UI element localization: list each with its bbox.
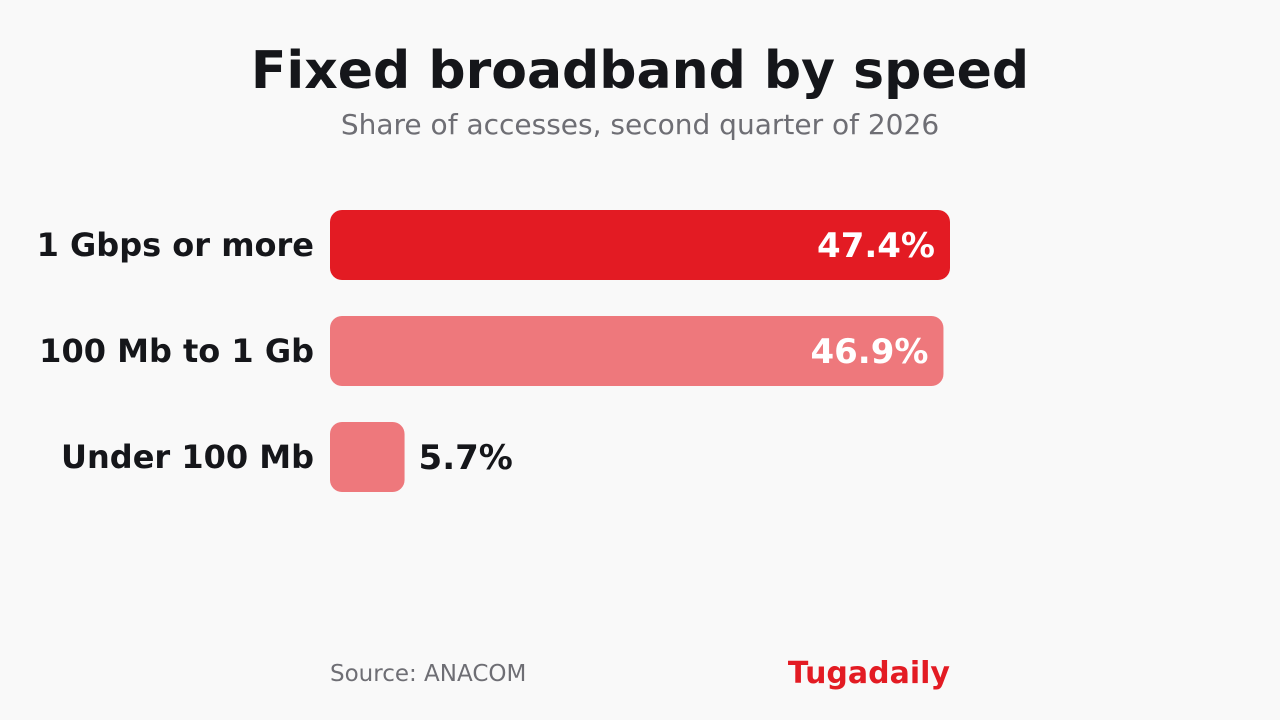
value-label-0: 47.4% (817, 226, 935, 266)
bar-2 (330, 422, 405, 492)
category-label-2: Under 100 Mb (61, 438, 314, 476)
chart-subtitle: Share of accesses, second quarter of 202… (340, 108, 940, 141)
brand-logo: Tugadaily (787, 656, 950, 691)
value-label-1: 46.9% (810, 332, 928, 372)
chart-title: Fixed broadband by speed (250, 41, 1030, 101)
category-label-0: 1 Gbps or more (37, 226, 314, 264)
source-note: Source: ANACOM (330, 661, 527, 687)
bar-0 (330, 210, 950, 280)
bar-1 (330, 316, 944, 386)
category-label-1: 100 Mb to 1 Gb (39, 332, 314, 370)
value-label-2: 5.7% (419, 438, 513, 478)
